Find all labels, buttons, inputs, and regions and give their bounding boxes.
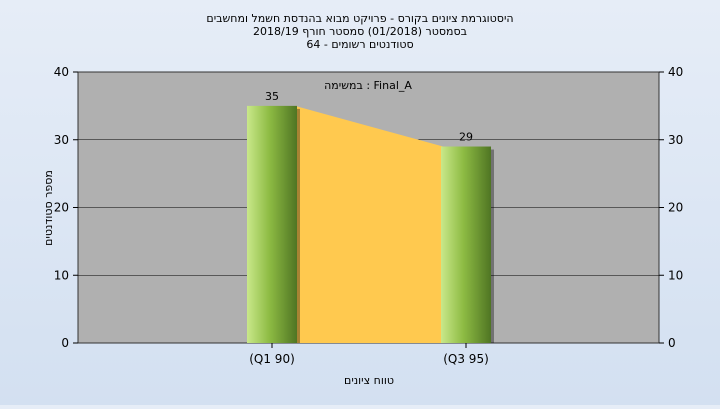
y-tick-label-right: 20: [668, 201, 683, 215]
bar-value-label: 29: [459, 131, 473, 144]
y-tick-label-left: 40: [54, 65, 69, 79]
area-fill: [295, 105, 443, 343]
y-tick-label-right: 40: [668, 65, 683, 79]
y-tick-label-right: 30: [668, 133, 683, 147]
y-axis-title: מספר סטודנטים: [42, 170, 55, 246]
y-tick-label-right: 0: [668, 336, 676, 350]
axes: 0 0 10 10 20 20 30 30 40 40 (Q1 90) (Q3 95): [54, 65, 684, 366]
y-tick-label-left: 20: [54, 201, 69, 215]
y-tick-label-left: 30: [54, 133, 69, 147]
y-tick-label-left: 10: [54, 268, 69, 282]
bar: [247, 105, 297, 343]
area-layer: [295, 105, 443, 343]
bar: [441, 146, 491, 343]
bars: 35 29: [247, 90, 494, 343]
x-tick-label: (Q1 90): [249, 352, 295, 366]
x-axis-title: טווח ציונים: [344, 374, 394, 387]
chart-title-line-2: בסמסטר (01/2018) סמסטר חורף 2018/19: [253, 25, 467, 38]
x-tick-label: (Q3 95): [443, 352, 489, 366]
bar-value-label: 35: [265, 90, 279, 103]
chart-title-line-1: היסטוגרמת ציונים בקורס - פרויקט מבוא בהנ…: [206, 12, 513, 25]
chart-title-line-3: סטודנטים רשומים - 64: [306, 38, 413, 51]
series-annotation: במשימה : Final_A: [324, 79, 412, 92]
y-tick-label-right: 10: [668, 268, 683, 282]
y-tick-label-left: 0: [61, 336, 69, 350]
